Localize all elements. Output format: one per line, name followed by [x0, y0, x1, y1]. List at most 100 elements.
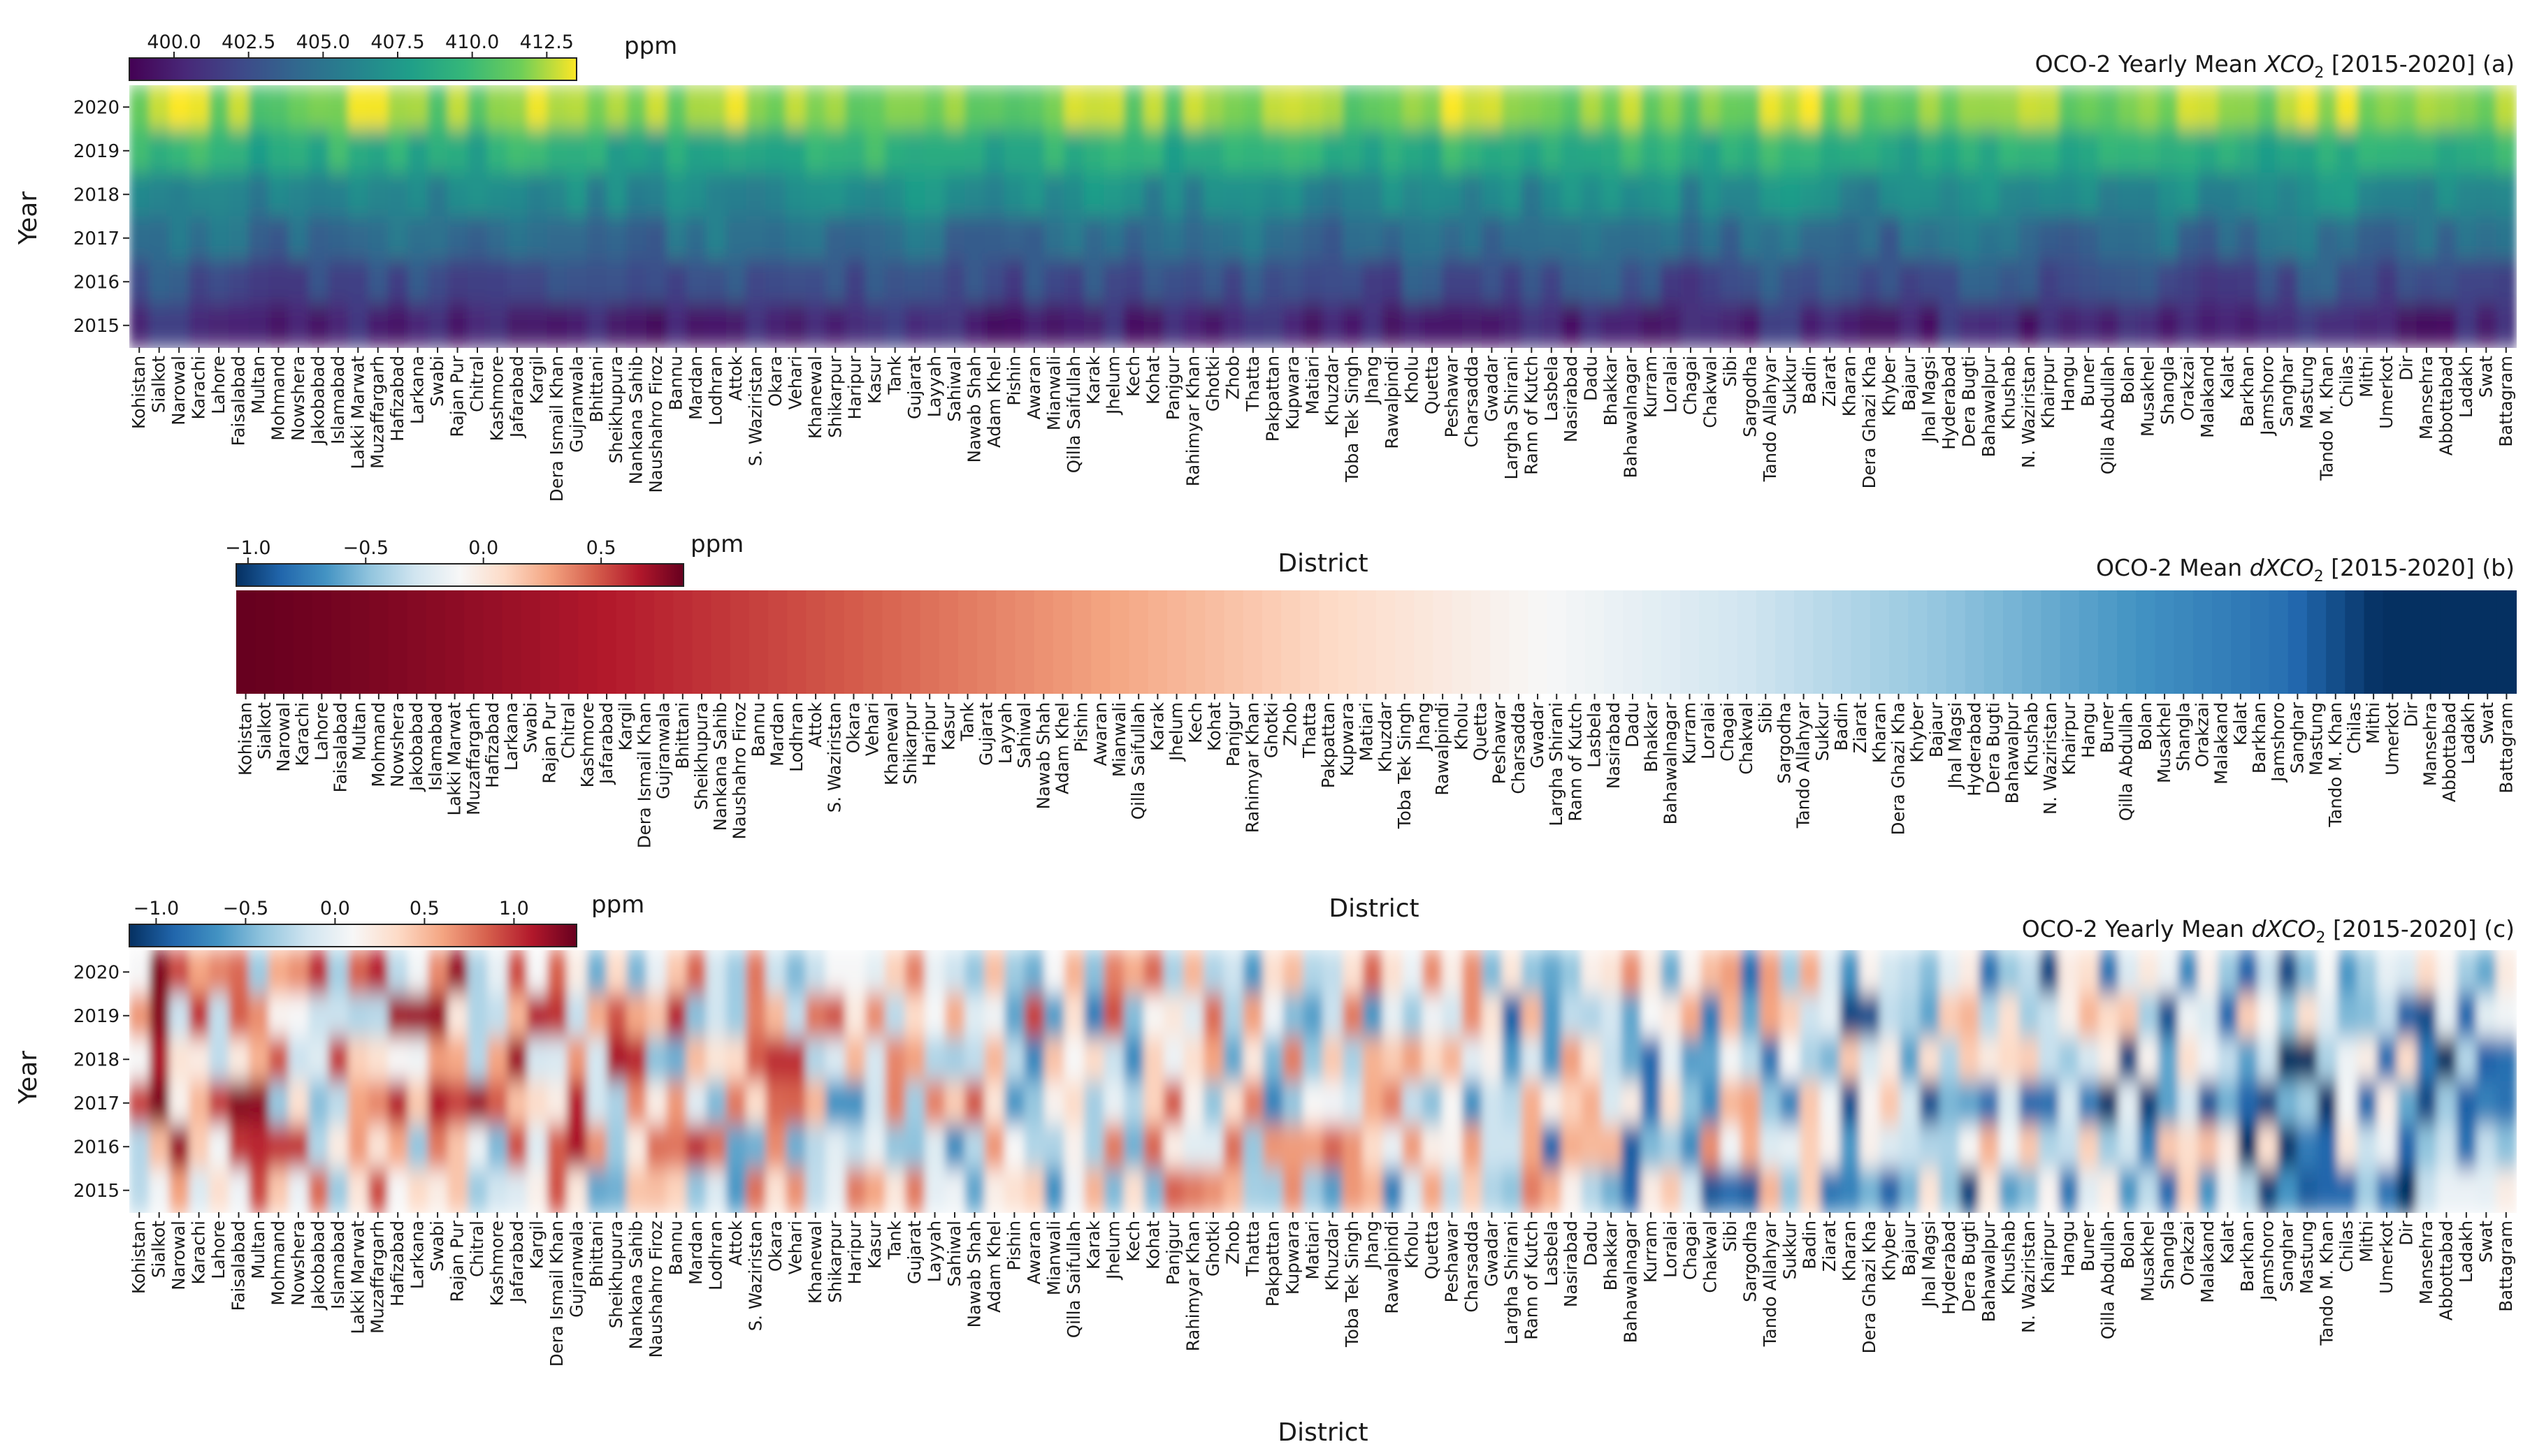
- district-tick-label: Tando Allahyar: [1760, 355, 1780, 482]
- heat-cell: [2277, 173, 2298, 217]
- heat-cell: [1203, 1168, 1224, 1213]
- heat-cell: [925, 129, 946, 173]
- heat-cell: [1800, 85, 1821, 130]
- heat-cell: [2178, 216, 2199, 261]
- heat-cell: [765, 1081, 787, 1126]
- heat-cell: [1700, 129, 1721, 173]
- district-tick-label: Naushahro Firoz: [646, 356, 666, 493]
- heat-cell: [1521, 1168, 1542, 1213]
- heat-cell: [845, 1125, 866, 1170]
- heat-cell: [706, 1081, 727, 1126]
- heat-cell: [1760, 260, 1781, 305]
- heat-cell: [1461, 1125, 1483, 1170]
- heat-cell: [1740, 1125, 1761, 1170]
- district-tick-label: Swat: [2475, 356, 2496, 398]
- heat-cell: [1640, 216, 1662, 261]
- heat-cell: [904, 303, 926, 348]
- heat-cell: [1482, 260, 1503, 305]
- heat-cell: [2297, 1125, 2318, 1170]
- heat-cell: [1939, 85, 1960, 130]
- heat-cell: [1015, 590, 1035, 694]
- heat-cell: [885, 129, 906, 173]
- heat-cell: [229, 260, 250, 305]
- heat-cell: [1203, 993, 1224, 1038]
- heat-cell: [1362, 1038, 1383, 1082]
- panel-a-colorbar: [129, 57, 577, 81]
- heat-cell: [1362, 1081, 1383, 1126]
- heat-cell: [2277, 129, 2298, 173]
- heat-cell: [1859, 85, 1881, 130]
- district-tick-label: Kurram: [1640, 356, 1661, 418]
- heat-cell: [1979, 85, 2000, 130]
- heat-cell: [2397, 260, 2417, 305]
- district-tick-label: Bhittani: [586, 356, 607, 423]
- heat-cell: [467, 1125, 489, 1170]
- district-tick-label: Kashmore: [486, 1221, 507, 1306]
- heat-cell: [2297, 216, 2318, 261]
- heat-cell: [1541, 1081, 1562, 1126]
- heat-cell: [2297, 1168, 2318, 1213]
- heat-cell: [1303, 303, 1324, 348]
- heat-cell: [328, 950, 349, 995]
- heat-cell: [2476, 1081, 2497, 1126]
- heat-cell: [1999, 993, 2020, 1038]
- district-tick-label: Bajaur: [1899, 1220, 1919, 1276]
- district-tick-label: Badin: [1800, 356, 1820, 405]
- heat-cell: [2376, 1081, 2398, 1126]
- heat-cell: [1720, 129, 1742, 173]
- heat-cell: [2039, 1168, 2060, 1213]
- heat-cell: [1223, 303, 1244, 348]
- heat-cell: [2237, 260, 2259, 305]
- heat-cell: [2118, 216, 2139, 261]
- heat-cell: [189, 1125, 210, 1170]
- district-tick-label: Kohistan: [129, 356, 149, 429]
- heat-cell: [567, 950, 588, 995]
- district-tick-label: Ghotki: [1203, 1221, 1223, 1276]
- heat-cell: [1600, 950, 1622, 995]
- heat-cell: [2039, 950, 2060, 995]
- heat-cell: [2496, 993, 2517, 1038]
- heat-cell: [1024, 1081, 1046, 1126]
- heat-cell: [1461, 85, 1483, 130]
- district-tick-label: Shangla: [2173, 702, 2193, 771]
- heat-cell: [1243, 260, 1264, 305]
- panel-c-district-ticks: Kohistan Sialkot Narowal Karachi Lahore Faisa…: [129, 1212, 2516, 1367]
- heat-cell: [2078, 1081, 2099, 1126]
- heat-cell: [229, 950, 250, 995]
- heat-cell: [1623, 590, 1643, 694]
- heat-cell: [1024, 950, 1046, 995]
- heat-cell: [825, 260, 846, 305]
- colorbar-tick-label: −1.0: [225, 537, 271, 559]
- panel-b-heatmap: −1.0 −0.5 0.0 0.5 ppm OCO-2 Mean dXCO2 [201…: [225, 530, 2517, 923]
- heat-cell: [1422, 129, 1443, 173]
- heat-cell: [2436, 1125, 2457, 1170]
- heat-cell: [725, 1038, 747, 1082]
- heat-cell: [1501, 216, 1523, 261]
- heat-cell: [1979, 260, 2000, 305]
- heat-cell: [1640, 303, 1662, 348]
- heat-cell: [1203, 303, 1224, 348]
- heat-cell: [1946, 590, 1966, 694]
- heat-cell: [1999, 260, 2020, 305]
- heat-cell: [1561, 260, 1582, 305]
- heat-cell: [964, 1168, 985, 1213]
- colorbar-tick-label: 410.0: [445, 31, 499, 53]
- heat-cell: [706, 1168, 727, 1213]
- heat-cell: [507, 173, 528, 217]
- district-tick-label: Kupwara: [1282, 1221, 1303, 1295]
- district-tick-label: Jhelum: [1104, 1221, 1124, 1281]
- district-tick-label: Qilla Saifullah: [1064, 356, 1084, 473]
- district-tick-label: Bolan: [2118, 356, 2138, 404]
- heat-cell: [2118, 1125, 2139, 1170]
- heat-cell: [1919, 303, 1940, 348]
- heat-cell: [2155, 590, 2175, 694]
- heat-cell: [666, 260, 687, 305]
- heat-cell: [666, 1168, 687, 1213]
- heat-cell: [2376, 129, 2398, 173]
- heat-cell: [586, 129, 607, 173]
- heat-cell: [1084, 129, 1105, 173]
- heat-cell: [1541, 303, 1562, 348]
- district-tick-label: Peshawar: [1489, 701, 1510, 784]
- district-tick-label: Rawalpindi: [1432, 702, 1452, 796]
- heat-cell: [865, 303, 886, 348]
